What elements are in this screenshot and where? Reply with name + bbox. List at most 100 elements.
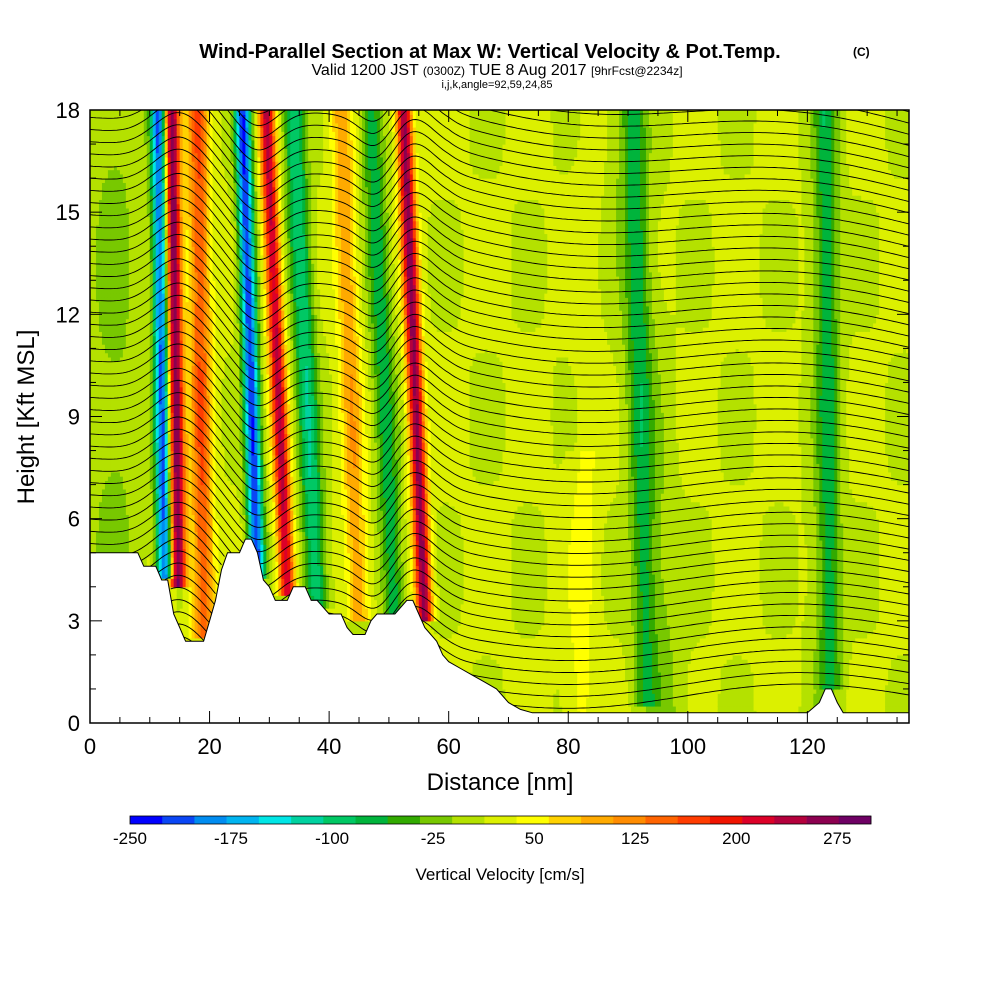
velocity-cell — [131, 425, 136, 430]
velocity-cell — [158, 246, 163, 252]
velocity-cell — [125, 514, 130, 520]
velocity-cell — [119, 207, 124, 213]
velocity-cell — [107, 459, 112, 464]
velocity-cell — [155, 301, 160, 307]
velocity-cell — [95, 544, 100, 550]
velocity-cell — [107, 165, 112, 171]
velocity-cell — [92, 344, 97, 349]
velocity-cell — [113, 510, 118, 516]
velocity-cell — [122, 186, 127, 192]
velocity-cell — [107, 535, 112, 541]
velocity-cell — [90, 118, 94, 124]
velocity-cell — [128, 382, 133, 388]
velocity-cell — [158, 552, 163, 558]
velocity-cell — [155, 250, 160, 256]
velocity-cell — [95, 348, 100, 354]
velocity-cell — [104, 480, 109, 486]
velocity-cell — [143, 365, 148, 371]
velocity-cell — [137, 480, 142, 486]
velocity-cell — [92, 531, 97, 537]
velocity-cell — [113, 399, 118, 405]
velocity-cell — [104, 203, 109, 209]
velocity-cell — [92, 497, 97, 503]
velocity-cell — [152, 254, 157, 260]
velocity-cell — [98, 467, 103, 473]
velocity-cell — [104, 399, 109, 405]
velocity-cell — [119, 450, 124, 456]
velocity-cell — [101, 522, 106, 528]
velocity-cell — [110, 122, 115, 128]
velocity-cell — [125, 110, 130, 115]
velocity-cell — [101, 527, 106, 533]
velocity-cell — [134, 497, 139, 503]
velocity-cell — [125, 305, 130, 311]
velocity-cell — [125, 207, 130, 213]
velocity-cell — [158, 258, 163, 264]
velocity-cell — [128, 288, 133, 294]
velocity-cell — [143, 442, 148, 447]
velocity-cell — [155, 471, 160, 477]
velocity-cell — [140, 148, 145, 154]
velocity-cell — [137, 220, 142, 226]
velocity-cell — [98, 131, 103, 137]
velocity-cell — [140, 178, 145, 183]
grid-info: i,j,k,angle=92,59,24,85 — [441, 79, 552, 91]
velocity-cell — [134, 433, 139, 439]
velocity-cell — [149, 382, 154, 388]
velocity-cell — [125, 429, 130, 435]
velocity-cell — [146, 484, 151, 490]
velocity-cell — [92, 403, 97, 409]
velocity-cell — [90, 131, 94, 137]
velocity-cell — [110, 416, 115, 422]
velocity-cell — [134, 199, 139, 205]
velocity-cell — [152, 267, 157, 273]
velocity-cell — [101, 118, 106, 124]
velocity-cell — [131, 241, 136, 247]
velocity-cell — [110, 471, 115, 477]
velocity-cell — [95, 425, 100, 430]
velocity-cell — [107, 288, 112, 294]
velocity-cell — [152, 310, 157, 315]
velocity-cell — [119, 114, 124, 120]
velocity-cell — [134, 544, 139, 550]
velocity-cell — [143, 241, 148, 247]
velocity-cell — [131, 267, 136, 273]
velocity-cell — [140, 501, 145, 507]
velocity-cell — [104, 135, 109, 141]
velocity-cell — [149, 135, 154, 141]
velocity-cell — [131, 344, 136, 349]
velocity-cell — [128, 505, 133, 511]
velocity-cell — [140, 373, 145, 379]
velocity-cell — [98, 390, 103, 396]
velocity-cell — [158, 488, 163, 494]
velocity-cell — [122, 322, 127, 328]
velocity-cell — [131, 237, 136, 243]
velocity-cell — [137, 305, 142, 311]
velocity-cell — [119, 216, 124, 222]
velocity-cell — [149, 531, 154, 537]
velocity-cell — [137, 318, 142, 324]
velocity-cell — [149, 378, 154, 384]
velocity-cell — [101, 514, 106, 520]
velocity-cell — [137, 267, 142, 273]
velocity-cell — [101, 446, 106, 452]
velocity-cell — [101, 233, 106, 239]
velocity-cell — [104, 335, 109, 341]
velocity-cell — [131, 195, 136, 200]
velocity-cell — [125, 229, 130, 235]
velocity-cell — [140, 288, 145, 294]
velocity-cell — [125, 544, 130, 550]
velocity-cell — [131, 169, 136, 175]
velocity-cell — [116, 501, 121, 507]
velocity-cell — [134, 335, 139, 341]
velocity-cell — [137, 544, 142, 550]
velocity-cell — [158, 565, 163, 571]
velocity-cell — [90, 152, 94, 158]
velocity-cell — [125, 233, 130, 239]
velocity-cell — [92, 356, 97, 362]
velocity-cell — [95, 471, 100, 477]
velocity-cell — [119, 403, 124, 409]
velocity-cell — [146, 403, 151, 409]
velocity-cell — [119, 229, 124, 235]
velocity-cell — [98, 450, 103, 456]
